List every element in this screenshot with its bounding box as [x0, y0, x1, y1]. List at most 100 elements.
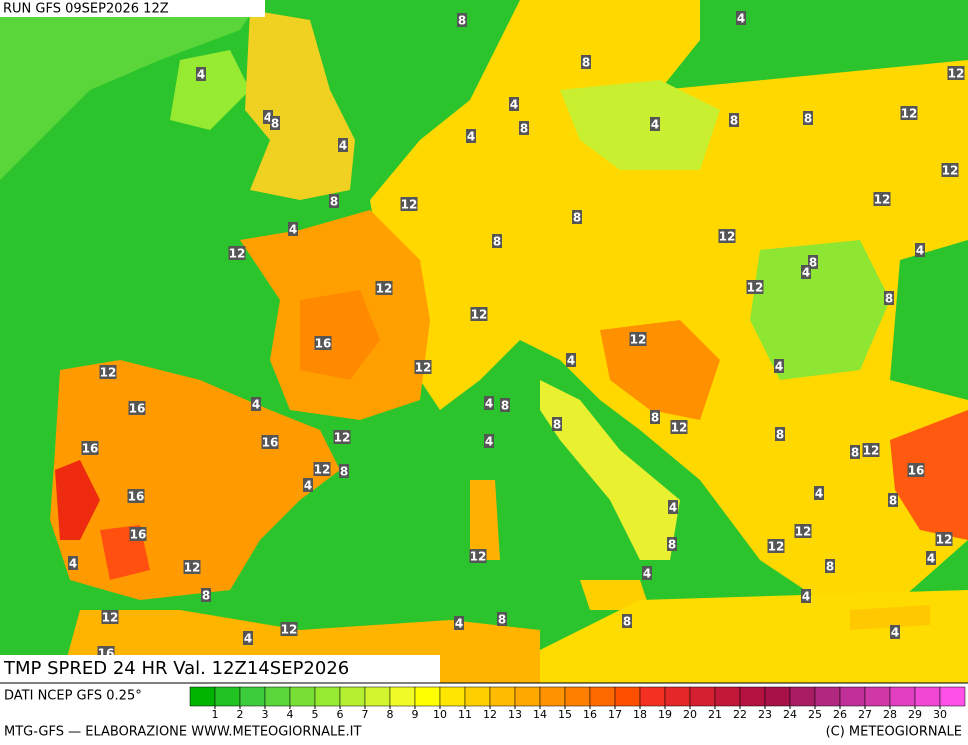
contour-label-box — [888, 493, 898, 507]
contour-label: 8 — [776, 428, 784, 442]
contour-label-box — [470, 307, 488, 321]
contour-label: 8 — [668, 538, 676, 552]
contour-label-box — [907, 463, 925, 477]
contour-label: 16 — [82, 442, 99, 456]
contour-label-box — [196, 67, 206, 81]
contour-label: 4 — [485, 397, 493, 411]
contour-label-box — [850, 445, 860, 459]
contour-label: 16 — [262, 436, 279, 450]
contour-label: 4 — [737, 12, 745, 26]
contour-label: 12 — [671, 421, 688, 435]
colorbar-box — [914, 686, 941, 707]
turkey — [890, 410, 968, 540]
contour-label: 8 — [520, 122, 528, 136]
contour-label: 12 — [334, 431, 351, 445]
contour-label-box — [774, 359, 784, 373]
contour-label: 12 — [471, 308, 488, 322]
colorbar-box — [239, 686, 266, 707]
contour-label: 4 — [467, 130, 475, 144]
contour-label-box — [127, 489, 145, 503]
contour-label-box — [926, 551, 936, 565]
britain — [245, 10, 355, 200]
contour-label: 4 — [815, 487, 823, 501]
contour-label: 8 — [501, 399, 509, 413]
contour-label: 4 — [69, 557, 77, 571]
contour-label-box — [718, 229, 736, 243]
contour-label-box — [935, 532, 953, 546]
contour-label: 12 — [102, 611, 119, 625]
contour-label-box — [81, 441, 99, 455]
colorbar-tick-label: 21 — [708, 708, 722, 721]
contour-label-box — [314, 336, 332, 350]
contour-label: 12 — [314, 463, 331, 477]
contour-label: 4 — [775, 360, 783, 374]
contour-label-box — [454, 616, 464, 630]
source: DATI NCEP GFS 0.25° — [4, 689, 142, 704]
contour-label: 12 — [863, 444, 880, 458]
contour-label: 12 — [470, 550, 487, 564]
contour-label-box — [890, 625, 900, 639]
colorbar-tick-label: 28 — [883, 708, 897, 721]
colorbar-box — [264, 686, 291, 707]
contour-label-box — [288, 222, 298, 236]
contour-label: 12 — [630, 333, 647, 347]
contour-label-box — [469, 549, 487, 563]
contour-label-box — [333, 430, 351, 444]
contour-label-box — [552, 417, 562, 431]
contour-label: 8 — [804, 112, 812, 126]
contour-label: 8 — [553, 418, 561, 432]
contour-label: 4 — [927, 552, 935, 566]
colorbar-box — [939, 686, 966, 707]
contour-label-box — [457, 13, 467, 27]
contour-label-box — [270, 116, 280, 130]
credit: MTG-GFS — ELABORAZIONE WWW.METEOGIORNALE… — [4, 725, 361, 740]
contour-label: 4 — [197, 68, 205, 82]
contour-label-box — [622, 614, 632, 628]
colorbar-box — [689, 686, 716, 707]
colorbar-tick-label: 16 — [583, 708, 597, 721]
ireland — [170, 50, 250, 130]
colorbar-tick-label: 4 — [287, 708, 294, 721]
contour-label-box — [801, 265, 811, 279]
colorbar-tick-label: 3 — [262, 708, 269, 721]
contour-label-box — [101, 610, 119, 624]
contour-label-box — [941, 163, 959, 177]
colorbar-box — [339, 686, 366, 707]
contour-label-box — [667, 537, 677, 551]
contour-label: 4 — [252, 398, 260, 412]
sicily — [580, 580, 650, 610]
contour-label: 12 — [100, 366, 117, 380]
contour-label: 4 — [802, 266, 810, 280]
contour-label: 12 — [936, 533, 953, 547]
contour-label: 4 — [651, 118, 659, 132]
contour-label-box — [801, 589, 811, 603]
colorbar-box — [314, 686, 341, 707]
colorbar-box — [614, 686, 641, 707]
contour-label-box — [729, 113, 739, 127]
crete — [850, 605, 930, 630]
title-box — [0, 655, 440, 683]
colorbar-box — [889, 686, 916, 707]
contour-label: 4 — [669, 501, 677, 515]
contour-label-box — [484, 434, 494, 448]
colorbar-box — [489, 686, 516, 707]
contour-label-box — [519, 121, 529, 135]
contour-label-box — [339, 464, 349, 478]
contour-label: 8 — [498, 613, 506, 627]
contour-label: 16 — [315, 337, 332, 351]
colorbar-tick-label: 6 — [337, 708, 344, 721]
colorbar-tick-label: 15 — [558, 708, 572, 721]
contour-label: 8 — [271, 117, 279, 131]
contour-label-box — [767, 539, 785, 553]
field-area — [0, 0, 260, 180]
colorbar-tick-label: 19 — [658, 708, 672, 721]
colorbar-tick-label: 13 — [508, 708, 522, 721]
colorbar-tick-label: 30 — [933, 708, 947, 721]
contour-label-box — [509, 97, 519, 111]
colorbar-tick-label: 23 — [758, 708, 772, 721]
colorbar-box — [464, 686, 491, 707]
contour-label: 16 — [908, 464, 925, 478]
italy — [540, 380, 680, 560]
contour-label-box — [497, 612, 507, 626]
